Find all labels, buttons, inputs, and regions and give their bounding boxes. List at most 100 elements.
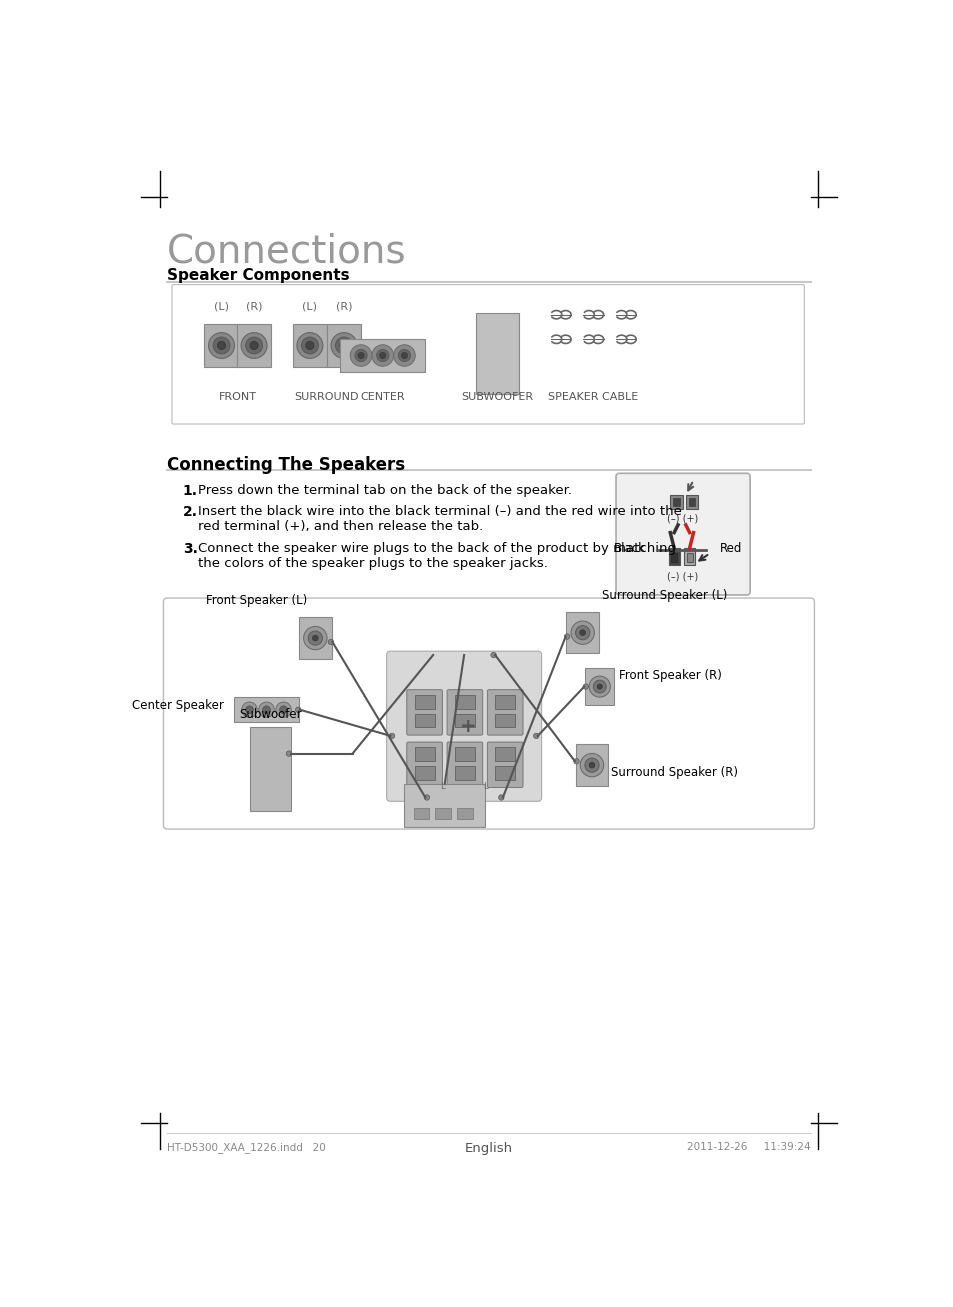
Text: Press down the terminal tab on the back of the speaker.: Press down the terminal tab on the back … [198, 484, 572, 497]
Bar [686, 553, 692, 562]
Bar [298, 617, 332, 659]
Text: SUBWOOFER: SUBWOOFER [461, 392, 533, 401]
Circle shape [275, 702, 291, 718]
Circle shape [245, 706, 253, 714]
Circle shape [308, 631, 322, 646]
FancyBboxPatch shape [386, 651, 541, 801]
Bar [327, 324, 360, 367]
Circle shape [394, 345, 415, 366]
Circle shape [306, 341, 314, 349]
Text: Insert the black wire into the black terminal (–) and the red wire into the: Insert the black wire into the black ter… [198, 505, 681, 518]
Circle shape [355, 349, 367, 362]
Circle shape [262, 706, 270, 714]
Bar [495, 748, 515, 761]
Text: HT-D5300_XAA_1226.indd   20: HT-D5300_XAA_1226.indd 20 [167, 1142, 326, 1153]
Circle shape [564, 634, 569, 639]
Bar [495, 714, 515, 728]
Circle shape [376, 349, 389, 362]
Bar [415, 748, 435, 761]
Circle shape [301, 337, 318, 354]
FancyBboxPatch shape [487, 742, 522, 788]
Circle shape [245, 337, 262, 354]
Circle shape [241, 332, 267, 358]
FancyBboxPatch shape [163, 599, 814, 829]
FancyBboxPatch shape [406, 742, 442, 788]
Text: 1.: 1. [183, 484, 197, 498]
Bar [673, 498, 679, 506]
Circle shape [597, 684, 601, 689]
FancyBboxPatch shape [487, 690, 522, 735]
Circle shape [335, 337, 353, 354]
Circle shape [295, 707, 301, 712]
Bar [668, 548, 679, 565]
Bar [670, 495, 682, 508]
Bar [455, 695, 475, 708]
Circle shape [379, 353, 385, 358]
Bar [495, 766, 515, 780]
Text: 2.: 2. [183, 505, 197, 519]
Bar [455, 714, 475, 728]
Circle shape [401, 353, 407, 358]
Text: Black: Black [613, 541, 645, 554]
Circle shape [312, 635, 318, 640]
Text: L: L [483, 783, 488, 791]
Text: (R): (R) [246, 302, 262, 311]
Bar [233, 698, 298, 721]
Text: Speaker Components: Speaker Components [167, 268, 350, 284]
Bar [236, 324, 271, 367]
Text: Connecting The Speakers: Connecting The Speakers [167, 456, 405, 473]
Circle shape [424, 795, 429, 800]
Circle shape [589, 676, 610, 697]
FancyBboxPatch shape [447, 742, 482, 788]
FancyBboxPatch shape [406, 690, 442, 735]
Bar [250, 727, 291, 812]
Bar [204, 324, 238, 367]
Circle shape [217, 341, 226, 349]
Bar [688, 498, 695, 506]
Text: 2011-12-26     11:39:24: 2011-12-26 11:39:24 [686, 1142, 810, 1153]
Circle shape [582, 684, 588, 689]
Circle shape [213, 337, 230, 354]
Circle shape [498, 795, 503, 800]
Circle shape [350, 345, 372, 366]
Circle shape [584, 758, 598, 772]
Circle shape [331, 332, 356, 358]
Circle shape [575, 626, 589, 640]
Text: CENTER: CENTER [360, 392, 405, 401]
Circle shape [571, 621, 594, 644]
Text: 3.: 3. [183, 542, 197, 555]
Circle shape [389, 733, 395, 738]
Bar [293, 324, 327, 367]
Circle shape [241, 702, 257, 718]
Circle shape [593, 680, 605, 693]
Circle shape [279, 706, 287, 714]
Text: L: L [439, 783, 444, 791]
Circle shape [372, 345, 394, 366]
Text: Surround Speaker (L): Surround Speaker (L) [601, 589, 727, 603]
Bar [414, 808, 429, 819]
Circle shape [397, 349, 410, 362]
Text: SURROUND: SURROUND [294, 392, 359, 401]
Circle shape [250, 341, 258, 349]
FancyBboxPatch shape [172, 285, 803, 423]
Circle shape [296, 332, 322, 358]
Text: Subwoofer: Subwoofer [239, 708, 301, 721]
Text: Red: Red [720, 541, 741, 554]
Text: Front Speaker (L): Front Speaker (L) [206, 595, 307, 608]
Bar [455, 766, 475, 780]
Circle shape [328, 639, 334, 644]
Text: (L): (L) [302, 302, 317, 311]
Bar [476, 314, 518, 393]
Bar [415, 695, 435, 708]
Bar [455, 748, 475, 761]
Bar [566, 612, 598, 654]
Bar [415, 714, 435, 728]
Bar [456, 808, 472, 819]
Text: Surround Speaker (R): Surround Speaker (R) [611, 766, 738, 779]
FancyBboxPatch shape [616, 473, 749, 595]
Text: English: English [464, 1142, 513, 1155]
Circle shape [303, 626, 327, 650]
Bar [435, 808, 451, 819]
Circle shape [339, 341, 348, 349]
FancyBboxPatch shape [447, 690, 482, 735]
